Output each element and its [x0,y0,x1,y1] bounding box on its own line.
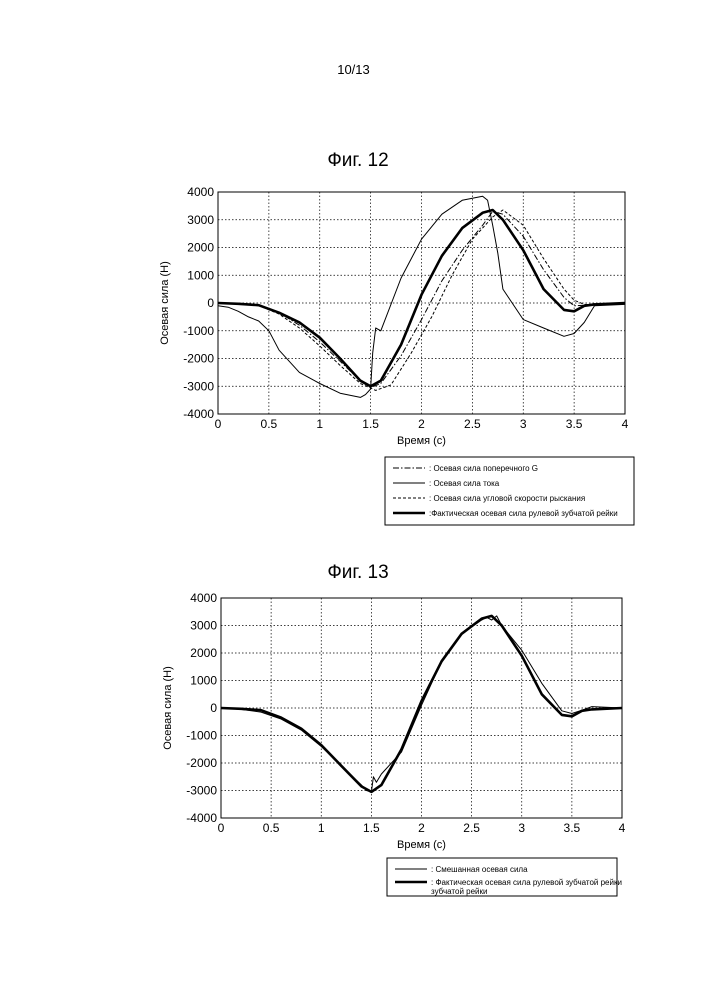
figure-canvas: Фиг. 1200.511.522.533.544000300020001000… [0,0,707,1000]
x-tick-label: 1 [316,417,323,431]
y-tick-label: 0 [207,296,214,310]
y-tick-label: -3000 [183,379,214,393]
legend-label-continuation: зубчатой рейки [431,887,487,896]
x-tick-label: 2.5 [464,417,481,431]
y-tick-label: -3000 [186,784,217,798]
legend: : Осевая сила поперечного G : Осевая сила… [385,457,634,525]
legend-label: : Осевая сила угловой скорости рыскания [429,494,585,503]
y-tick-label: 1000 [187,268,214,282]
x-tick-label: 1.5 [363,821,380,835]
y-tick-label: -1000 [186,729,217,743]
y-tick-label: 1000 [190,674,217,688]
y-tick-label: 4000 [187,185,214,199]
y-tick-label: -2000 [186,756,217,770]
x-tick-label: 4 [622,417,629,431]
y-tick-label: 3000 [190,619,217,633]
x-tick-label: 2 [418,821,425,835]
x-tick-label: 1.5 [362,417,379,431]
legend: : Смешанная осевая сила : Фактическая осе… [387,858,622,896]
x-tick-label: 3 [518,821,525,835]
y-axis-label: Осевая сила (Н) [159,261,171,345]
x-tick-label: 2.5 [463,821,480,835]
y-tick-label: -2000 [183,352,214,366]
legend-label: : Осевая сила поперечного G [429,464,538,473]
y-tick-label: -1000 [183,324,214,338]
legend-label: : Осевая сила тока [429,479,500,488]
legend-label: : Фактическая осевая сила рулевой зубчат… [431,878,622,887]
y-tick-label: 2000 [187,241,214,255]
legend-box [387,858,617,896]
x-tick-label: 0 [215,417,222,431]
x-tick-label: 0.5 [263,821,280,835]
y-axis-label: Осевая сила (Н) [162,666,174,750]
figure-title: Фиг. 12 [327,150,388,171]
x-tick-label: 2 [418,417,425,431]
chart-2: Фиг. 13 0 0.5 1 1.5 2 2.5 3 3.5 4 4000 3000 2000 1000… [162,562,626,896]
legend-label: : Смешанная осевая сила [431,865,528,874]
x-tick-label: 0 [218,821,225,835]
y-tick-label: -4000 [183,407,214,421]
x-axis-label: Время (с) [397,435,446,447]
y-tick-label: 4000 [190,591,217,605]
x-tick-label: 1 [318,821,325,835]
x-tick-label: 3.5 [564,821,581,835]
x-tick-label: 0.5 [261,417,278,431]
x-tick-label: 3.5 [566,417,583,431]
y-tick-label: 2000 [190,646,217,660]
figure-title: Фиг. 13 [327,562,388,583]
x-tick-label: 3 [520,417,527,431]
legend-label: :Фактическая осевая сила рулевой зубчато… [429,509,618,518]
y-tick-label: 0 [210,701,217,715]
y-tick-label: -4000 [186,811,217,825]
y-tick-label: 3000 [187,213,214,227]
x-axis-label: Время (с) [397,839,446,851]
x-tick-label: 4 [619,821,626,835]
chart-1: Фиг. 12 0 0.5 1 1.5 2 2.5 3 3.5 4 4000 3000 2000 1000… [159,150,634,525]
